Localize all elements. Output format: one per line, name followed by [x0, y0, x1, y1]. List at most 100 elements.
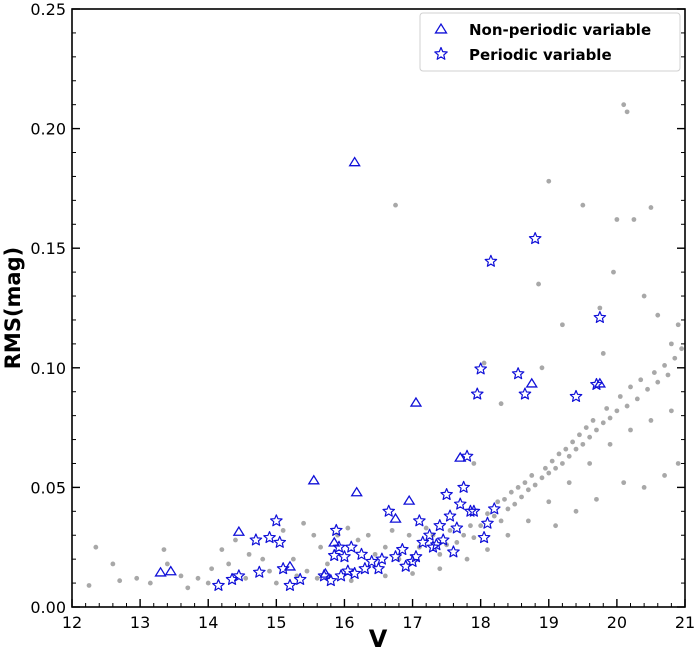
background-point	[668, 408, 674, 414]
x-tick-label: 13	[130, 613, 150, 632]
background-point	[205, 580, 211, 586]
periodic-points	[212, 232, 607, 591]
y-tick-label: 0.20	[30, 120, 66, 139]
background-point	[147, 580, 153, 586]
background-point	[539, 475, 545, 481]
background-point	[512, 501, 518, 507]
background-point	[536, 281, 541, 287]
legend-star-marker	[434, 46, 448, 60]
background-point	[318, 544, 324, 550]
background-point	[110, 561, 116, 567]
background-point	[365, 532, 371, 538]
background-point	[233, 537, 238, 543]
background-point	[522, 480, 528, 486]
background-point	[519, 494, 524, 500]
non-periodic-point	[164, 565, 177, 576]
non-periodic-point	[154, 566, 167, 577]
background-point	[553, 465, 558, 471]
x-axis-title: V	[369, 625, 388, 652]
periodic-point	[443, 509, 457, 522]
periodic-point	[569, 389, 583, 402]
background-point	[481, 360, 487, 366]
background-point	[382, 544, 388, 550]
background-point	[178, 573, 184, 579]
background-point	[498, 401, 504, 407]
periodic-point	[453, 497, 467, 510]
x-tick-label: 14	[198, 613, 218, 632]
periodic-point	[467, 504, 481, 517]
periodic-point	[382, 504, 396, 517]
background-point	[628, 427, 633, 433]
periodic-point	[372, 562, 385, 575]
periodic-point	[358, 562, 372, 575]
background-point	[273, 580, 279, 586]
periodic-point	[293, 572, 307, 585]
background-point	[590, 418, 596, 423]
y-axis: 0.00 0.05 0.10 0.15 0.20 0.25	[30, 0, 685, 617]
non-periodic-point	[350, 486, 363, 497]
background-point	[410, 571, 415, 576]
non-periodic-point	[232, 525, 246, 536]
periodic-point	[270, 514, 283, 527]
background-point	[607, 441, 613, 447]
x-axis: 12 13 14 15 16 17 18 19 20 21	[62, 599, 695, 632]
non-periodic-point	[402, 494, 416, 505]
y-tick-label: 0.10	[30, 359, 66, 378]
periodic-point	[474, 362, 487, 375]
background-point	[648, 205, 654, 210]
background-point	[553, 523, 558, 529]
background-point	[542, 465, 548, 471]
background-point	[461, 532, 467, 538]
background-point	[600, 351, 606, 356]
background-point	[611, 269, 616, 275]
x-tick-label: 19	[539, 613, 559, 632]
periodic-point	[436, 533, 450, 546]
background-point	[437, 566, 443, 572]
periodic-point	[348, 566, 361, 579]
background-point	[665, 372, 671, 378]
background-point	[594, 496, 599, 502]
periodic-point	[511, 367, 525, 380]
background-point	[631, 217, 637, 222]
background-point	[529, 473, 535, 478]
legend-triangle-icon	[434, 22, 448, 34]
background-point	[348, 578, 354, 584]
periodic-point	[389, 550, 402, 563]
background-point	[485, 547, 490, 552]
background-point	[260, 556, 266, 562]
x-tick-label: 17	[402, 613, 422, 632]
background-point	[485, 511, 490, 517]
x-tick-label: 21	[675, 613, 695, 632]
background-point	[406, 532, 412, 538]
legend-triangle-marker	[434, 22, 448, 34]
background-point	[505, 532, 511, 538]
periodic-point	[518, 387, 532, 400]
periodic-point	[317, 569, 331, 582]
background-point	[437, 551, 443, 557]
non-periodic-point	[307, 474, 320, 485]
background-point	[675, 461, 681, 466]
y-tick-label: 0.05	[30, 478, 66, 497]
legend-label-non-periodic: Non-periodic variable	[469, 21, 651, 39]
non-periodic-point	[409, 396, 423, 407]
background-point	[624, 109, 630, 115]
background-point	[546, 178, 552, 184]
background-point	[498, 518, 504, 524]
background-point	[648, 418, 654, 423]
background-point	[508, 489, 514, 495]
background-point	[447, 528, 453, 533]
background-point	[243, 575, 249, 581]
background-point	[546, 499, 552, 505]
background-point	[587, 461, 593, 466]
background-point	[423, 525, 429, 531]
periodic-point	[487, 502, 501, 515]
periodic-point	[212, 578, 225, 591]
periodic-point	[283, 578, 297, 591]
background-point	[471, 535, 477, 541]
background-point	[662, 473, 667, 478]
background-point	[515, 485, 521, 490]
background-point	[314, 575, 320, 581]
background-point	[117, 578, 123, 584]
